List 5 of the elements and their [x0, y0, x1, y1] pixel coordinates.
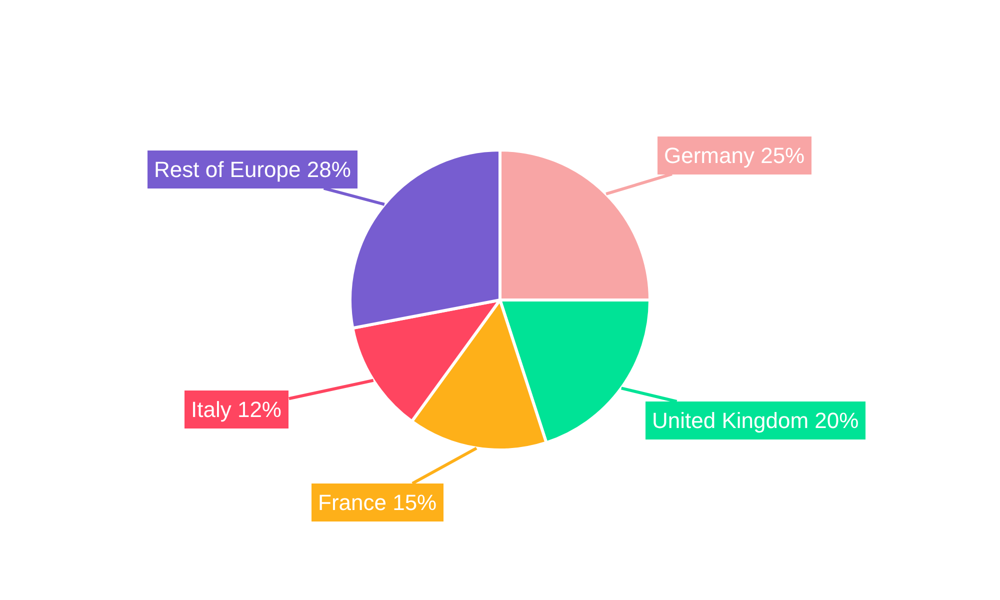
slice-label: Rest of Europe 28% — [154, 157, 351, 182]
slice-label: Germany 25% — [664, 143, 805, 168]
slice-label: France 15% — [318, 490, 437, 515]
slice-label: United Kingdom 20% — [652, 408, 859, 433]
slice-label: Italy 12% — [191, 397, 282, 422]
